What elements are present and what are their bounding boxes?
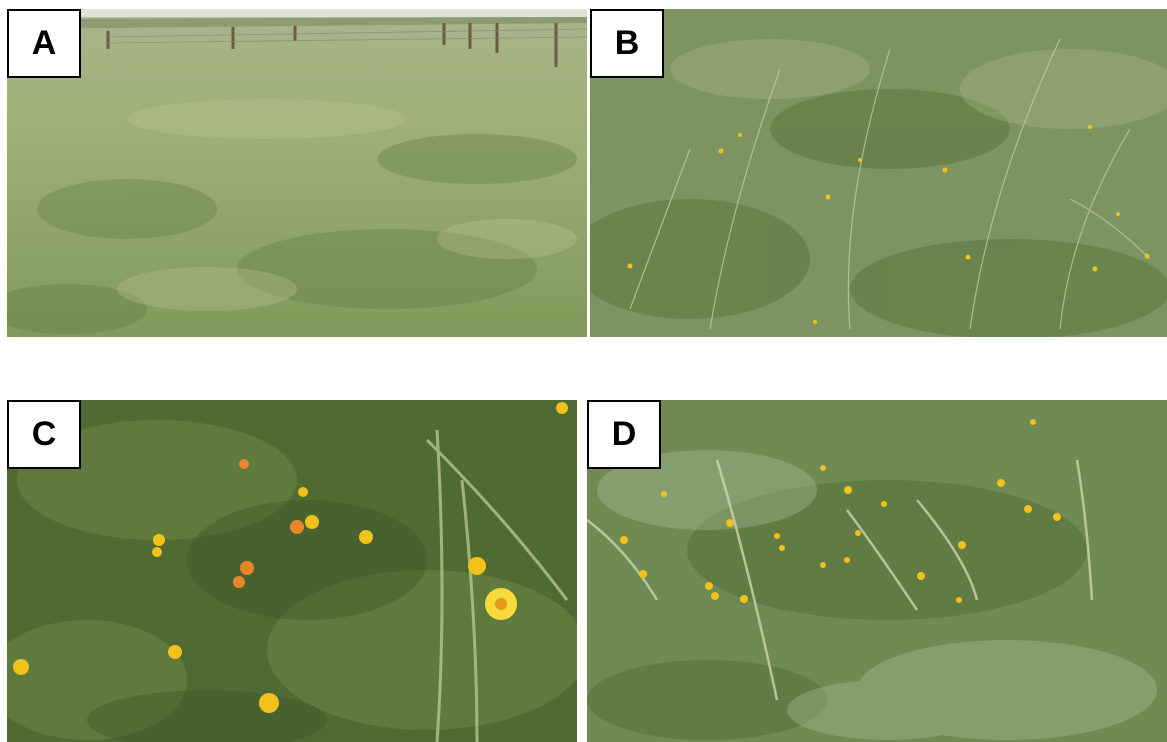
grassland-photo-a: [7, 9, 587, 337]
photo-panel-b: B: [590, 9, 1167, 337]
flowers-photo-c: [7, 400, 577, 742]
photo-panel-a: A: [7, 9, 587, 337]
panel-label-d: D: [587, 400, 661, 469]
flowers-photo-d: [587, 400, 1167, 742]
photo-panel-c: C: [7, 400, 577, 742]
panel-label-b: B: [590, 9, 664, 78]
panel-label-a: A: [7, 9, 81, 78]
panel-label-c: C: [7, 400, 81, 469]
photo-panel-d: D: [587, 400, 1167, 742]
grassland-photo-b: [590, 9, 1167, 337]
